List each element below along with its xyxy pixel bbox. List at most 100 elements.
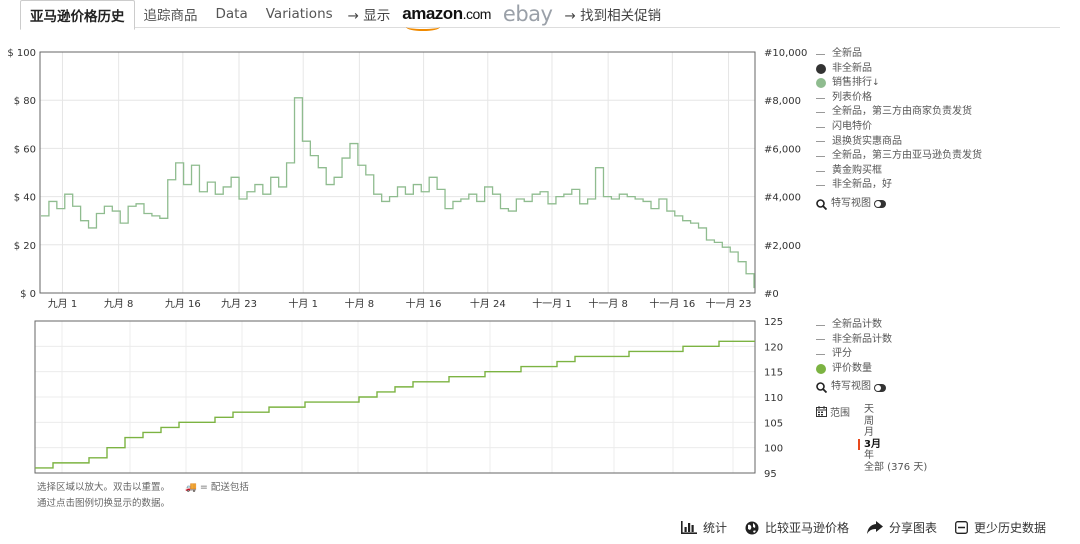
tab-track-product[interactable]: 追踪商品 <box>143 7 198 24</box>
range-label-wrap: 范围 <box>816 404 850 419</box>
legend-item[interactable]: 全新品，第三方由亚马逊负责发货 <box>816 149 982 164</box>
x-tick-label: 十一月 16 <box>649 297 695 310</box>
x-tick-label: 九月 23 <box>221 298 257 310</box>
closeup-label: 特写视图 <box>831 381 871 393</box>
range-option[interactable]: 全部 (376 天) <box>864 461 928 473</box>
legend-label: 非全新品，好 <box>832 179 892 191</box>
x-tick-label: 十月 24 <box>470 297 506 310</box>
plot-frame <box>39 51 756 294</box>
magnifier-icon <box>816 198 827 210</box>
find-deals-link[interactable]: → 找到相关促销 <box>564 7 662 24</box>
range-option[interactable]: 月 <box>864 427 874 439</box>
range-option[interactable]: 天 <box>864 404 874 415</box>
show-label: → 显示 <box>347 7 391 24</box>
tab-price-history[interactable]: 亚马逊价格历史 <box>20 0 135 30</box>
legend-label: 评分 <box>832 348 852 360</box>
review-count-chart[interactable]: 125 120 115 110 105 100 95 <box>34 317 783 480</box>
sales-rank-line <box>41 97 755 289</box>
y-tick-label: $ 100 <box>7 48 36 59</box>
stats-button[interactable]: 统计 <box>680 519 727 536</box>
legend-item[interactable]: 全新品计数 <box>816 318 892 333</box>
legend-item[interactable]: 列表价格 <box>816 91 982 106</box>
sort-icon[interactable]: ↓ <box>872 78 880 89</box>
legend-item[interactable]: 退换货实惠商品 <box>816 135 982 150</box>
x-tick-label: 十一月 1 <box>532 297 572 310</box>
review-count-line <box>35 340 755 469</box>
range-label: 范围 <box>830 408 850 419</box>
rank-tick-label: #6,000 <box>764 144 801 155</box>
rank-tick-label: #8,000 <box>764 96 801 107</box>
range-option[interactable]: 周 <box>864 415 874 427</box>
range-options: 天周月 3月年全部 (376 天) <box>858 404 928 474</box>
count-tick-label: 95 <box>764 469 777 480</box>
legend-item[interactable]: 全新品 <box>816 47 982 62</box>
amazon-logo-word: amazon <box>402 3 463 23</box>
count-tick-label: 105 <box>764 418 783 429</box>
stats-label: 统计 <box>702 521 727 535</box>
x-tick-label: 十月 8 <box>345 297 375 310</box>
zoom-note-row: 选择区域以放大。双击以重置。 🚚 = 配送包括 <box>37 480 249 496</box>
amazon-logo-link[interactable]: amazon.com <box>396 3 497 31</box>
legend-label: 非全新品计数 <box>832 333 892 345</box>
x-tick-label: 十一月 23 <box>706 297 752 310</box>
toggle-icon[interactable] <box>874 383 886 392</box>
legend-item[interactable]: 全新品，第三方由商家负责发货 <box>816 105 982 120</box>
legend-item[interactable]: 非全新品计数 <box>816 333 892 348</box>
price-chart[interactable]: $ 100 #10,000 $ 80 #8,000 $ 60 #6,000 $ 40 #4,0… <box>7 48 807 310</box>
y-tick-label: $ 20 <box>14 241 36 252</box>
legend-label: 销售排行 <box>832 77 872 89</box>
range-option[interactable]: 3月 <box>858 438 927 451</box>
x-tick-label: 十月 1 <box>288 297 318 310</box>
legend-label: 全新品，第三方由亚马逊负责发货 <box>832 150 982 162</box>
ebay-logo-link[interactable]: ebay <box>502 1 553 26</box>
legend-dash-icon <box>816 353 825 355</box>
price-legend: 全新品非全新品销售排行 ↓ 列表价格全新品，第三方由商家负责发货 闪电特价退换货实惠… <box>816 47 982 212</box>
amazon-smile-icon <box>406 23 441 31</box>
count-tick-label: 125 <box>764 317 783 328</box>
y-tick-label: $ 0 <box>20 289 36 300</box>
zoom-note: 选择区域以放大。双击以重置。 <box>37 482 171 493</box>
legend-label: 闪电特价 <box>832 120 872 132</box>
legend-item[interactable]: 评价数量 <box>816 362 892 377</box>
x-tick-label: 九月 8 <box>104 298 134 310</box>
share-chart-button[interactable]: 分享图表 <box>866 519 937 536</box>
legend-dot-icon <box>816 364 826 375</box>
legend-dash-icon <box>816 155 825 157</box>
tab-data[interactable]: Data <box>215 5 248 22</box>
legend-label: 列表价格 <box>832 91 872 103</box>
legend-dash-icon <box>816 185 825 187</box>
legend-item[interactable]: 黄金购买框 <box>816 164 982 179</box>
count-tick-label: 100 <box>764 444 783 455</box>
legend-dash-icon <box>816 112 825 114</box>
legend-dash-icon <box>816 126 825 128</box>
calendar-icon <box>816 406 827 417</box>
legend-item[interactable]: 销售排行 ↓ <box>816 76 982 91</box>
count-tick-label: 115 <box>764 368 783 379</box>
legend-label: 非全新品 <box>832 62 872 74</box>
legend-label: 全新品 <box>832 48 862 59</box>
toggle-icon[interactable] <box>874 200 886 209</box>
legend-item[interactable]: 非全新品 <box>816 62 982 77</box>
x-tick-label: 九月 1 <box>48 298 78 310</box>
count-legend: 全新品计数 非全新品计数 评分评价数量特写视图 <box>816 318 892 395</box>
y-tick-label: $ 40 <box>14 193 36 204</box>
legend-dot-icon <box>816 63 826 74</box>
closeup-toggle[interactable]: 特写视图 <box>816 197 982 212</box>
rank-tick-label: #4,000 <box>764 193 801 204</box>
legend-item[interactable]: 非全新品，好 <box>816 178 982 193</box>
count-tick-label: 120 <box>764 342 783 353</box>
tab-variations[interactable]: Variations <box>265 5 333 22</box>
range-option[interactable]: 年 <box>864 450 874 462</box>
chart-notes: 选择区域以放大。双击以重置。 🚚 = 配送包括 通过点击图例切换显示的数据。 <box>37 480 249 512</box>
x-tick-label: 九月 16 <box>165 298 201 310</box>
compare-prices-button[interactable]: 比较亚马逊价格 <box>745 519 849 536</box>
legend-item[interactable]: 闪电特价 <box>816 120 982 135</box>
shipping-note: = 配送包括 <box>199 482 249 493</box>
legend-dash-icon <box>816 339 825 341</box>
closeup-toggle[interactable]: 特写视图 <box>816 380 892 395</box>
globe-icon <box>745 521 759 534</box>
less-history-button[interactable]: 更少历史数据 <box>955 519 1046 536</box>
legend-item[interactable]: 评分 <box>816 347 892 362</box>
bar-chart-icon <box>680 521 697 534</box>
